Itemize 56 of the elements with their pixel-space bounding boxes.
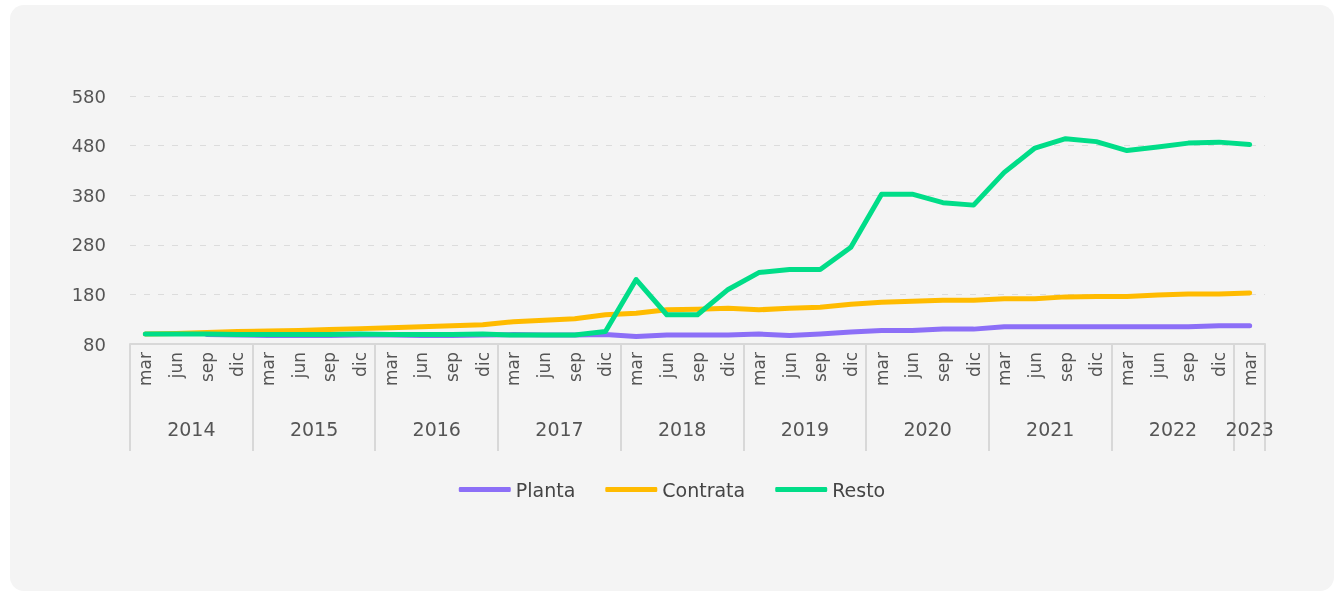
x-tick-label: mar — [380, 351, 401, 386]
legend-label: Resto — [832, 478, 886, 501]
x-tick-label: mar — [135, 351, 156, 386]
x-tick-label: mar — [1116, 351, 1137, 386]
x-tick-label: jun — [411, 352, 432, 380]
x-tick-label: sep — [687, 352, 708, 383]
x-tick-label: jun — [1147, 352, 1168, 380]
x-tick-label: mar — [748, 351, 769, 386]
text: 2015 — [289, 417, 339, 440]
x-tick-label: dic — [963, 352, 984, 377]
x-tick-label: mar — [258, 351, 279, 386]
x-tick-label: mar — [871, 351, 892, 386]
y-tick-label: 280 — [71, 234, 106, 256]
x-tick-label: jun — [166, 352, 187, 380]
x-tick-label: dic — [595, 352, 616, 377]
text: 2017 — [535, 417, 584, 440]
x-tick-label: sep — [810, 352, 831, 383]
x-tick-label: jun — [1024, 352, 1045, 380]
x-tick-label: dic — [1208, 352, 1229, 377]
legend-label: Contrata — [662, 478, 746, 501]
x-tick-label: jun — [288, 352, 309, 380]
text: 2019 — [780, 417, 830, 440]
text: 2014 — [167, 417, 216, 440]
x-tick-label: mar — [626, 351, 647, 386]
text: 2016 — [412, 417, 461, 440]
x-tick-label: sep — [442, 352, 463, 383]
x-tick-label: sep — [1055, 352, 1076, 383]
x-tick-label: sep — [932, 352, 953, 383]
x-tick-label: mar — [994, 351, 1015, 386]
text: 2021 — [1026, 417, 1075, 440]
x-tick-label: dic — [227, 352, 248, 377]
x-tick-label: sep — [319, 352, 340, 383]
y-tick-label: 80 — [83, 333, 106, 355]
x-tick-label: dic — [472, 352, 493, 377]
x-tick-label: sep — [564, 352, 585, 383]
y-tick-label: 580 — [71, 85, 106, 107]
text: 2020 — [903, 417, 952, 440]
text: 2023 — [1225, 417, 1274, 440]
x-tick-label: mar — [1239, 351, 1260, 386]
x-tick-label: mar — [503, 351, 524, 386]
y-tick-label: 380 — [71, 184, 106, 206]
x-tick-label: jun — [779, 352, 800, 380]
x-tick-label: jun — [534, 352, 555, 380]
legend-label: Planta — [515, 478, 576, 501]
x-tick-label: jun — [656, 352, 677, 380]
x-tick-label: jun — [902, 352, 923, 380]
text: 2018 — [657, 417, 707, 440]
x-tick-label: dic — [840, 352, 861, 377]
y-tick-label: 480 — [71, 135, 106, 157]
x-tick-label: sep — [1178, 352, 1199, 383]
text: 2022 — [1148, 417, 1198, 440]
x-tick-label: dic — [718, 352, 739, 377]
x-tick-label: dic — [1086, 352, 1107, 377]
y-tick-label: 180 — [71, 283, 106, 305]
x-tick-label: sep — [196, 352, 217, 383]
x-tick-label: dic — [350, 352, 371, 377]
